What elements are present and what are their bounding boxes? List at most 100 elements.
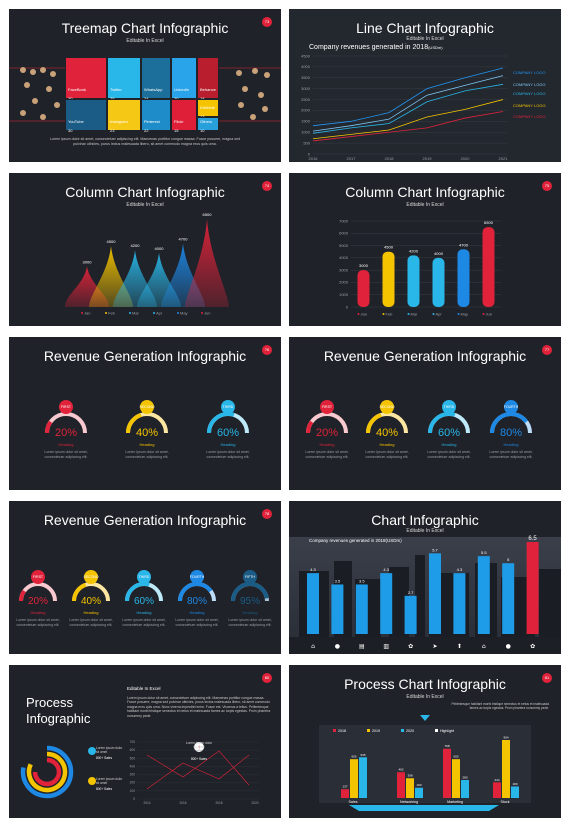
legend-dot [81,312,83,314]
slide-chart-city[interactable]: Chart Infographic Editable In Excel 4.3 3… [289,501,561,654]
chart-title-text: Company revenues generated in 2018 [309,44,429,51]
category-icon: ▤ [359,643,365,650]
slide-revenue-4[interactable]: Revenue Generation Infographic 77 FIRST 2… [289,337,561,490]
legend-dot [457,313,460,315]
legend-label: Highlight [440,729,454,733]
slide-title: Treemap Chart Infographic [61,20,229,36]
treemap-cell: Others 10 [197,117,219,133]
line-chart: 0 500 1000 1500 2000 2500 3000 3500 4000 4500 2016… [301,53,546,161]
slide-treemap[interactable]: Treemap Chart Infographic Editable In Ex… [9,9,281,162]
x-tick-label: 2017 [347,156,357,161]
heading: Heading [137,610,152,615]
body-text-2: consectetuer adipiscing elit. [176,623,219,627]
treemap-cell-value: 30 [68,96,72,101]
heading: Heading [59,442,74,447]
bar [404,595,417,634]
y-tick-label: 400 [130,764,136,768]
treemap: FaceBook 30 Twitter 25 WhatsApp 24 LinkedIn 20 B… [65,57,231,133]
slide-subtitle: Editable In Excel [406,202,444,208]
treemap-cell-label: LinkedIn [174,86,190,92]
treemap-cell: LinkedIn 20 [171,57,197,101]
step-circle [320,400,334,414]
x-tick-label: Mar [132,310,140,315]
gauge-fill [231,582,269,602]
gauge-fill [207,412,235,434]
y-tick-label: 600 [130,748,136,752]
note-3: Lorem ipsum dolor sit amet 800+ Sales [184,741,214,761]
series-line [312,83,504,134]
step-circle [504,400,518,414]
upload-icon [194,742,204,752]
data-label: 308 [407,774,412,778]
step-circle [140,400,154,414]
data-label: 6.5 [528,536,537,542]
gauge-fill [19,589,26,602]
step-label: THIRD [139,575,150,579]
step-label: FIRST [33,575,44,579]
step-circle [190,570,204,584]
body-text-2: consectetuer adipiscing elit. [229,623,272,627]
slide-process[interactable]: Process Infographic 80 Editable In Excel… [9,665,281,818]
body-text-2: consectetuer adipiscing elit. [428,455,471,459]
percent-label: 60% [217,427,239,439]
bar [357,270,370,307]
note-3-sales: 800+ Sales [190,757,208,761]
treemap-cell-value: 30 [68,128,73,133]
slide-line-chart[interactable]: Line Chart Infographic Editable In Excel… [289,9,561,162]
page-number-badge: 81 [542,673,552,683]
y-tick-label: 2500 [301,97,311,102]
page-number-badge: 80 [262,673,272,683]
legend-dot [357,313,360,315]
slide-revenue-3[interactable]: Revenue Generation Infographic 76 FIRST 2… [9,337,281,490]
step-label: FIFTH [245,575,255,579]
data-label: 5.5 [481,550,487,555]
note-2: Lorem ipsum dolor sit amet 800+ Sales [96,777,124,791]
data-label: 3000 [359,263,369,268]
data-label: 3.5 [335,578,341,583]
share-icon [88,747,96,755]
heading: Heading [190,610,205,615]
legend-label: 2020 [406,729,414,733]
slide-subtitle: Editable In Excel [406,528,444,534]
bar [457,249,470,307]
percent-label: 40% [81,596,101,607]
people-icons-right [236,68,270,120]
y-tick-label: 2000 [339,280,349,285]
slide-subtitle: Editable In Excel [406,694,444,700]
legend-label: COMPANY LOGO [513,103,546,108]
step-circle [380,400,394,414]
page-number-badge: 75 [542,181,552,191]
legend-label: COMPANY LOGO [513,70,546,75]
slide-column-droplets[interactable]: Column Chart Infographic Editable In Exc… [9,173,281,326]
gauge-fill [72,582,87,602]
bar [341,789,349,798]
body-text-2: consectetuer adipiscing elit. [45,455,88,459]
slide-title: Process Chart Infographic [344,676,506,692]
step-label: FIRST [61,405,72,409]
step-label: FIRST [322,405,333,409]
body-text-2: consectetuer adipiscing elit. [490,455,533,459]
y-tick-label: 1000 [301,130,311,135]
treemap-cell: Twitter 25 [107,57,141,101]
gauge-fill [428,412,456,434]
x-tick-label: 2014 [143,801,150,805]
body-text-1: Lorem ipsum dolor sit amet, [228,618,271,622]
legend-label: COMPANY LOGO [513,82,546,87]
slide-revenue-5[interactable]: Revenue Generation Infographic 78 FIRST 2… [9,501,281,654]
category-icon: ● [506,643,511,650]
slide-column-bars[interactable]: Column Chart Infographic Editable In Exc… [289,173,561,326]
treemap-cell-label: Dribbble [200,104,215,110]
data-label: 137 [342,785,347,789]
data-label: 280 [462,776,467,780]
x-tick-label: Jun [204,310,210,315]
treemap-cell-value: 22 [144,128,149,133]
treemap-cell-value: 23 [110,128,115,133]
body-text-2: consectetuer adipiscing elit. [70,623,113,627]
chart-title: Company revenues generated in 2018(USDm) [309,44,443,51]
y-tick-label: 300 [130,773,136,777]
bar [359,757,367,798]
step-label: SECOND [380,405,395,409]
legend-swatch [333,729,336,732]
legend-label: COMPANY LOGO [513,91,546,96]
slide-process-chart[interactable]: Process Chart Infographic Editable In Ex… [289,665,561,818]
